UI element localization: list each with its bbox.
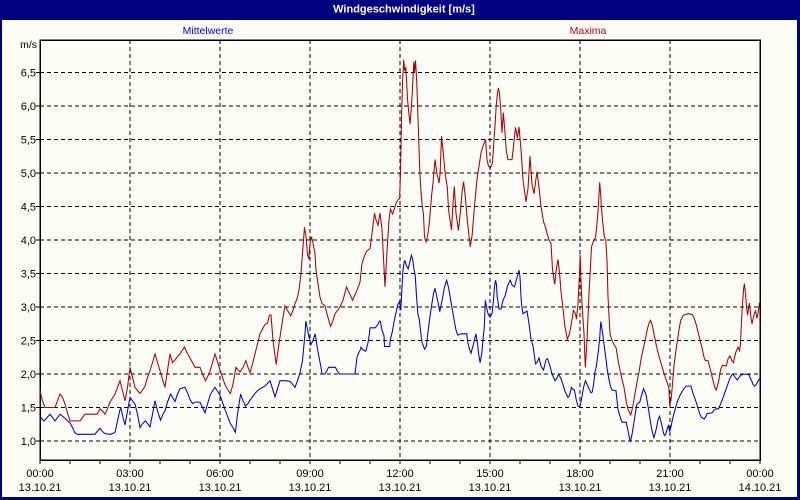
svg-text:5,0: 5,0 — [21, 168, 36, 180]
svg-text:3,0: 3,0 — [21, 302, 36, 314]
svg-text:2,5: 2,5 — [21, 336, 36, 348]
svg-text:21:00: 21:00 — [656, 468, 684, 480]
svg-text:13.10.21: 13.10.21 — [559, 482, 602, 494]
svg-text:1,0: 1,0 — [21, 436, 36, 448]
svg-text:09:00: 09:00 — [296, 468, 324, 480]
svg-text:13.10.21: 13.10.21 — [19, 482, 62, 494]
svg-text:13.10.21: 13.10.21 — [649, 482, 692, 494]
svg-text:3,5: 3,5 — [21, 269, 36, 281]
svg-text:5,5: 5,5 — [21, 135, 36, 147]
svg-text:14.10.21: 14.10.21 — [739, 482, 782, 494]
svg-text:1,5: 1,5 — [21, 403, 36, 415]
svg-text:6,5: 6,5 — [21, 68, 36, 80]
svg-text:13.10.21: 13.10.21 — [379, 482, 422, 494]
svg-text:6,0: 6,0 — [21, 101, 36, 113]
svg-text:m/s: m/s — [20, 39, 37, 51]
svg-text:15:00: 15:00 — [476, 468, 504, 480]
svg-text:18:00: 18:00 — [566, 468, 594, 480]
svg-text:13.10.21: 13.10.21 — [109, 482, 152, 494]
svg-text:Windgeschwindigkeit [m/s]: Windgeschwindigkeit [m/s] — [333, 4, 475, 16]
svg-text:4,0: 4,0 — [21, 235, 36, 247]
svg-text:06:00: 06:00 — [206, 468, 234, 480]
svg-text:Maxima: Maxima — [570, 25, 607, 37]
svg-text:2,0: 2,0 — [21, 369, 36, 381]
svg-text:13.10.21: 13.10.21 — [469, 482, 512, 494]
svg-text:13.10.21: 13.10.21 — [289, 482, 332, 494]
svg-text:00:00: 00:00 — [26, 468, 54, 480]
svg-text:Mittelwerte: Mittelwerte — [183, 25, 234, 37]
svg-text:00:00: 00:00 — [746, 468, 774, 480]
svg-text:12:00: 12:00 — [386, 468, 414, 480]
svg-text:4,5: 4,5 — [21, 202, 36, 214]
svg-text:03:00: 03:00 — [116, 468, 144, 480]
svg-text:13.10.21: 13.10.21 — [199, 482, 242, 494]
